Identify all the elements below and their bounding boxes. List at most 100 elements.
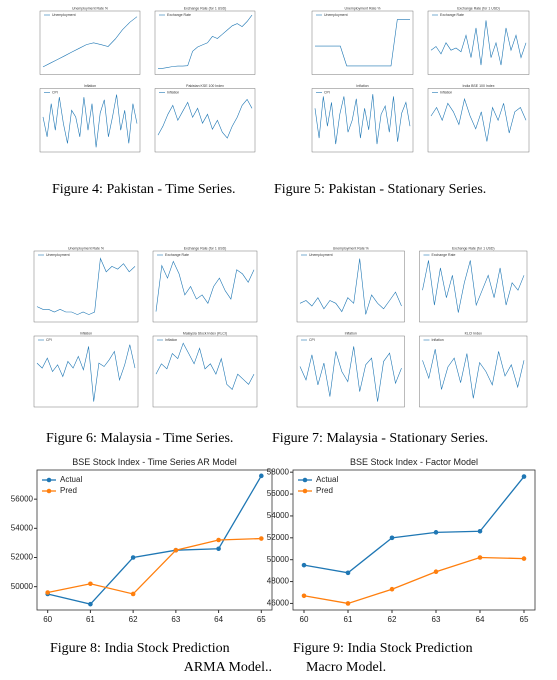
legend-label: Actual <box>316 475 338 484</box>
y-tick-label: 52000 <box>11 553 34 562</box>
chart-title: BSE Stock Index - Time Series AR Model <box>72 457 237 467</box>
panel-title: Inflation <box>345 332 357 336</box>
legend-label: Exchange Rate <box>167 13 191 17</box>
x-tick-label: 60 <box>43 615 52 624</box>
data-point <box>45 590 50 595</box>
series-line <box>430 97 527 142</box>
x-tick-label: 60 <box>300 615 309 624</box>
y-tick-label: 58000 <box>267 467 290 476</box>
figure-caption: Macro Model. <box>306 660 386 675</box>
x-tick-label: 61 <box>344 615 353 624</box>
series-line <box>157 98 253 139</box>
figure-caption: Figure 8: India Stock Prediction <box>50 641 230 656</box>
y-tick-label: 46000 <box>267 599 290 608</box>
figure-caption: Figure 6: Malaysia - Time Series. <box>46 431 233 446</box>
panel-title: India BSE 100 Index <box>463 84 495 88</box>
panel-frame <box>152 250 258 323</box>
x-tick-label: 61 <box>86 615 95 624</box>
data-point <box>345 601 351 606</box>
legend-marker <box>302 477 308 483</box>
x-tick-label: 63 <box>171 615 180 624</box>
series-line <box>47 475 262 605</box>
legend-marker <box>46 477 52 483</box>
figure-caption: Figure 7: Malaysia - Stationary Series. <box>272 431 488 446</box>
legend-label: CPI <box>46 338 52 342</box>
series-line <box>422 349 525 399</box>
legend-label: Inflation <box>167 91 179 95</box>
panel-title: Unemployment Rate % <box>333 247 369 251</box>
panel-title: Exchange Rate (for 1 USD) <box>184 7 227 11</box>
series-line <box>155 260 255 312</box>
x-tick-label: 64 <box>214 615 223 624</box>
plot-frame <box>292 469 536 611</box>
data-point <box>477 555 483 560</box>
series-line <box>42 16 138 68</box>
series-line <box>36 257 136 315</box>
legend-marker <box>302 488 308 494</box>
series-line <box>299 258 402 315</box>
series-line <box>299 346 402 402</box>
x-tick-label: 65 <box>257 615 266 624</box>
y-tick-label: 52000 <box>267 533 290 542</box>
data-point <box>389 586 395 592</box>
data-point <box>345 570 351 576</box>
legend-label: Exchange Rate <box>440 13 464 17</box>
panel-frame <box>427 88 530 153</box>
data-point <box>88 581 93 587</box>
legend-label: CPI <box>52 91 58 95</box>
panel-frame <box>311 10 414 75</box>
panel-frame <box>154 10 256 75</box>
data-point <box>216 546 221 552</box>
legend-label: Unemployment <box>46 253 70 257</box>
legend-label: Actual <box>60 475 82 484</box>
panel-frame <box>33 335 139 408</box>
legend-marker <box>46 488 52 494</box>
panel-title: Exchange Rate (for 1 USD) <box>457 7 500 11</box>
panel-frame <box>39 88 141 153</box>
data-point <box>301 593 307 599</box>
series-line <box>422 260 525 313</box>
legend-label: Exchange Rate <box>432 253 456 257</box>
series-line <box>315 19 410 67</box>
panel-title: Malaysia Stock Index (KLCI) <box>183 332 227 336</box>
panel-title: Unemployment Rate % <box>68 247 104 251</box>
panel-frame <box>296 335 405 408</box>
panel-title: Unemployment Rate % <box>72 7 108 11</box>
figure-caption: ARMA Model.. <box>184 660 272 675</box>
legend-label: Inflation <box>440 91 452 95</box>
legend-label: Pred <box>316 486 333 495</box>
data-point <box>173 547 179 553</box>
legend-label: CPI <box>309 338 315 342</box>
figure-caption: Figure 5: Pakistan - Stationary Series. <box>274 182 486 197</box>
data-point <box>259 473 264 479</box>
series-line <box>314 94 411 145</box>
y-tick-label: 50000 <box>11 582 34 591</box>
legend-label: Exchange Rate <box>165 253 189 257</box>
legend-label: CPI <box>324 91 330 95</box>
y-tick-label: 56000 <box>267 489 290 498</box>
panel-title: Inflation <box>356 84 368 88</box>
x-tick-label: 65 <box>520 615 529 624</box>
data-point <box>477 528 483 534</box>
y-tick-label: 56000 <box>11 494 34 503</box>
panel-title: Exchange Rate (for 1 USD) <box>452 247 495 251</box>
panel-frame <box>427 10 530 75</box>
panel-frame <box>39 10 141 75</box>
y-tick-label: 54000 <box>267 511 290 520</box>
legend-label: Unemployment <box>52 13 76 17</box>
series-line <box>158 14 253 69</box>
panel-frame <box>311 88 414 153</box>
panel-title: Inflation <box>80 332 92 336</box>
data-point <box>301 562 307 568</box>
panel-frame <box>296 250 405 323</box>
data-point <box>216 537 221 543</box>
data-point <box>88 601 93 607</box>
plot-frame <box>36 469 273 611</box>
y-tick-label: 48000 <box>267 577 290 586</box>
x-tick-label: 62 <box>388 615 397 624</box>
x-tick-label: 64 <box>476 615 485 624</box>
panel-frame <box>154 88 256 153</box>
y-tick-label: 50000 <box>267 555 290 564</box>
panel-frame <box>152 335 258 408</box>
